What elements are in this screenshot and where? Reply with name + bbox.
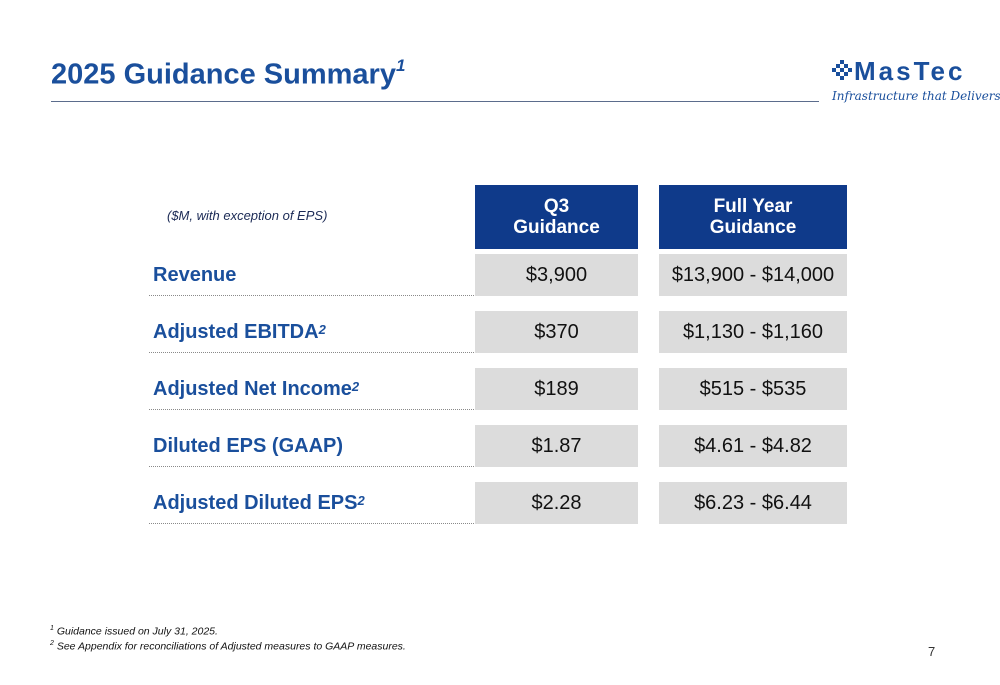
footnote-1-text: Guidance issued on July 31, 2025.	[56, 625, 218, 638]
column-header-fy-line1: Full Year	[713, 196, 793, 217]
page-title: 2025 Guidance Summary1	[51, 56, 406, 92]
footnotes: 1 Guidance issued on July 31, 2025. 2 Se…	[50, 623, 406, 652]
cell-fy-adjusted-net-income: $515 - $535	[659, 368, 847, 410]
footnote-2-text: See Appendix for reconciliations of Adju…	[56, 640, 406, 652]
column-header-q3-line1: Q3	[543, 196, 570, 217]
units-note: ($M, with exception of EPS)	[167, 208, 328, 223]
row-label-revenue: Revenue	[149, 256, 474, 296]
row-label-text: Adjusted Diluted EPS	[153, 492, 358, 514]
title-divider	[51, 101, 819, 102]
title-footnote-marker: 1	[395, 56, 406, 75]
row-footnote-marker: 2	[357, 493, 365, 508]
row-label-text: Adjusted EBITDA	[153, 321, 319, 343]
cell-q3-adjusted-net-income: $189	[475, 368, 638, 410]
footnote-1: 1 Guidance issued on July 31, 2025.	[50, 623, 406, 638]
column-header-q3: Q3 Guidance	[475, 185, 638, 249]
logo-wordmark: MasTec	[854, 56, 966, 86]
row-label-adjusted-diluted-eps: Adjusted Diluted EPS 2	[149, 484, 474, 524]
row-footnote-marker: 2	[318, 322, 326, 337]
page-number: 7	[928, 644, 936, 659]
cell-fy-revenue: $13,900 - $14,000	[659, 254, 847, 296]
column-header-q3-line2: Guidance	[513, 217, 600, 238]
row-label-text: Revenue	[153, 264, 237, 286]
row-label-adjusted-ebitda: Adjusted EBITDA 2	[149, 313, 474, 353]
cell-fy-adjusted-ebitda: $1,130 - $1,160	[659, 311, 847, 353]
cell-q3-revenue: $3,900	[475, 254, 638, 296]
cell-q3-adjusted-diluted-eps: $2.28	[475, 482, 638, 524]
cell-fy-diluted-eps-gaap: $4.61 - $4.82	[659, 425, 847, 467]
row-label-adjusted-net-income: Adjusted Net Income 2	[149, 370, 474, 410]
cell-q3-diluted-eps-gaap: $1.87	[475, 425, 638, 467]
logo-tagline: Infrastructure that Delivers	[832, 89, 1000, 103]
logo-mark-icon	[832, 60, 852, 80]
mastec-logo: MasTec Infrastructure that Delivers	[832, 56, 1000, 108]
page-title-text: 2025 Guidance Summary	[51, 58, 396, 91]
row-footnote-marker: 2	[351, 379, 360, 394]
footnote-2-marker: 2	[50, 639, 54, 647]
column-header-fy-line2: Guidance	[709, 217, 797, 238]
footnote-2: 2 See Appendix for reconciliations of Ad…	[50, 638, 406, 653]
footnote-1-marker: 1	[50, 625, 54, 632]
row-label-text: Diluted EPS (GAAP)	[153, 435, 344, 457]
cell-fy-adjusted-diluted-eps: $6.23 - $6.44	[659, 482, 847, 524]
cell-q3-adjusted-ebitda: $370	[475, 311, 638, 353]
row-label-text: Adjusted Net Income	[153, 378, 352, 400]
row-label-diluted-eps-gaap: Diluted EPS (GAAP)	[149, 427, 474, 467]
column-header-full-year: Full Year Guidance	[659, 185, 847, 249]
